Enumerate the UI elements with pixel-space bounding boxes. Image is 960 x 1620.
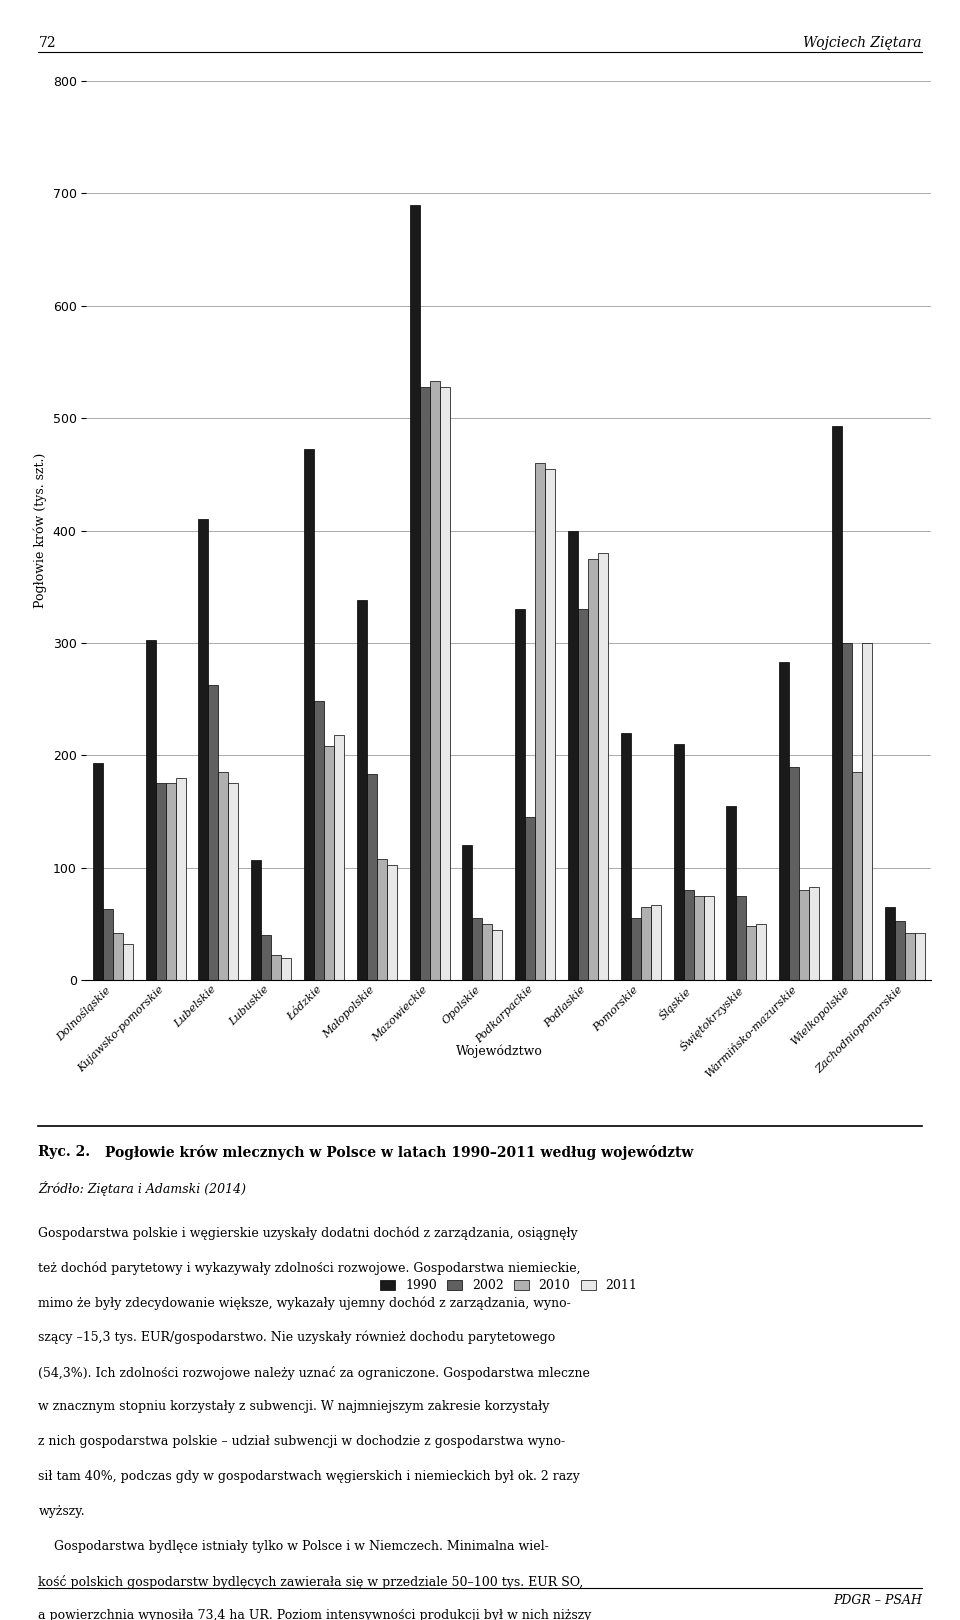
Text: wyższy.: wyższy.: [38, 1505, 85, 1518]
Bar: [516, 609, 525, 980]
Bar: [684, 891, 693, 980]
Bar: [535, 463, 545, 980]
Bar: [420, 387, 430, 980]
Bar: [621, 732, 631, 980]
Bar: [631, 919, 640, 980]
Bar: [410, 204, 420, 980]
Text: Ryc. 2.: Ryc. 2.: [38, 1145, 90, 1160]
Text: 72: 72: [38, 36, 56, 50]
Bar: [852, 773, 862, 980]
Bar: [252, 860, 261, 980]
Bar: [112, 933, 123, 980]
Legend: 1990, 2002, 2010, 2011: 1990, 2002, 2010, 2011: [375, 1273, 642, 1298]
Bar: [525, 816, 535, 980]
Bar: [756, 923, 766, 980]
Bar: [482, 923, 492, 980]
Bar: [895, 920, 904, 980]
Bar: [915, 933, 924, 980]
Bar: [165, 784, 176, 980]
Bar: [780, 663, 789, 980]
Text: szący –15,3 tys. EUR/gospodarstwo. Nie uzyskały również dochodu parytetowego: szący –15,3 tys. EUR/gospodarstwo. Nie u…: [38, 1332, 556, 1345]
Bar: [146, 640, 156, 980]
Bar: [789, 766, 799, 980]
Text: (54,3%). Ich zdolności rozwojowe należy uznać za ograniczone. Gospodarstwa mlecz: (54,3%). Ich zdolności rozwojowe należy …: [38, 1366, 590, 1380]
Bar: [429, 381, 440, 980]
Bar: [208, 685, 218, 980]
Bar: [904, 933, 915, 980]
Text: a powierzchnia wynosiła 73,4 ha UR. Poziom intensywności produkcji był w nich ni: a powierzchnia wynosiła 73,4 ha UR. Pozi…: [38, 1609, 591, 1620]
Bar: [376, 859, 387, 980]
Text: Wojciech Ziętara: Wojciech Ziętara: [804, 36, 922, 50]
Bar: [885, 907, 895, 980]
Bar: [472, 919, 482, 980]
Bar: [598, 552, 608, 980]
Bar: [736, 896, 746, 980]
Bar: [367, 774, 377, 980]
Bar: [123, 944, 132, 980]
Bar: [727, 805, 736, 980]
Bar: [842, 643, 852, 980]
Bar: [218, 773, 228, 980]
Bar: [568, 531, 578, 980]
Text: PDGR – PSAH: PDGR – PSAH: [832, 1594, 922, 1607]
Bar: [261, 935, 271, 980]
Bar: [314, 701, 324, 980]
Bar: [228, 784, 238, 980]
Text: sił tam 40%, podczas gdy w gospodarstwach węgierskich i niemieckich był ok. 2 ra: sił tam 40%, podczas gdy w gospodarstwac…: [38, 1471, 580, 1484]
Text: Województwo: Województwo: [456, 1045, 542, 1058]
Text: kość polskich gospodarstw bydlęcych zawierała się w przedziale 50–100 tys. EUR S: kość polskich gospodarstw bydlęcych zawi…: [38, 1575, 584, 1589]
Bar: [440, 387, 449, 980]
Bar: [578, 609, 588, 980]
Bar: [199, 520, 208, 980]
Y-axis label: Pogłowie krów (tys. szt.): Pogłowie krów (tys. szt.): [34, 454, 47, 608]
Text: Źródło: Ziętara i Adamski (2014): Źródło: Ziętara i Adamski (2014): [38, 1181, 247, 1196]
Text: z nich gospodarstwa polskie – udział subwencji w dochodzie z gospodarstwa wyno-: z nich gospodarstwa polskie – udział sub…: [38, 1435, 565, 1448]
Bar: [832, 426, 842, 980]
Bar: [281, 957, 291, 980]
Bar: [304, 449, 314, 980]
Bar: [799, 891, 809, 980]
Text: w znacznym stopniu korzystały z subwencji. W najmniejszym zakresie korzystały: w znacznym stopniu korzystały z subwencj…: [38, 1400, 550, 1414]
Bar: [545, 468, 555, 980]
Bar: [588, 559, 598, 980]
Bar: [463, 846, 472, 980]
Bar: [693, 896, 704, 980]
Bar: [862, 643, 872, 980]
Text: też dochód parytetowy i wykazywały zdolności rozwojowe. Gospodarstwa niemieckie,: też dochód parytetowy i wykazywały zdoln…: [38, 1260, 581, 1275]
Text: mimo że były zdecydowanie większe, wykazały ujemny dochód z zarządzania, wyno-: mimo że były zdecydowanie większe, wykaz…: [38, 1296, 571, 1309]
Bar: [357, 601, 367, 980]
Bar: [704, 896, 713, 980]
Bar: [271, 956, 281, 980]
Text: Pogłowie krów mlecznych w Polsce w latach 1990–2011 według województw: Pogłowie krów mlecznych w Polsce w latac…: [100, 1145, 693, 1160]
Bar: [746, 927, 756, 980]
Text: Gospodarstwa polskie i węgierskie uzyskały dodatni dochód z zarządzania, osiągnę: Gospodarstwa polskie i węgierskie uzyska…: [38, 1226, 578, 1239]
Bar: [651, 906, 660, 980]
Bar: [387, 865, 396, 980]
Bar: [103, 909, 112, 980]
Bar: [156, 784, 165, 980]
Text: Gospodarstwa bydlęce istniały tylko w Polsce i w Niemczech. Minimalna wiel-: Gospodarstwa bydlęce istniały tylko w Po…: [38, 1539, 549, 1554]
Bar: [176, 778, 185, 980]
Bar: [334, 735, 344, 980]
Bar: [809, 886, 819, 980]
Bar: [492, 930, 502, 980]
Bar: [641, 907, 651, 980]
Bar: [93, 763, 103, 980]
Bar: [674, 744, 684, 980]
Bar: [324, 747, 334, 980]
